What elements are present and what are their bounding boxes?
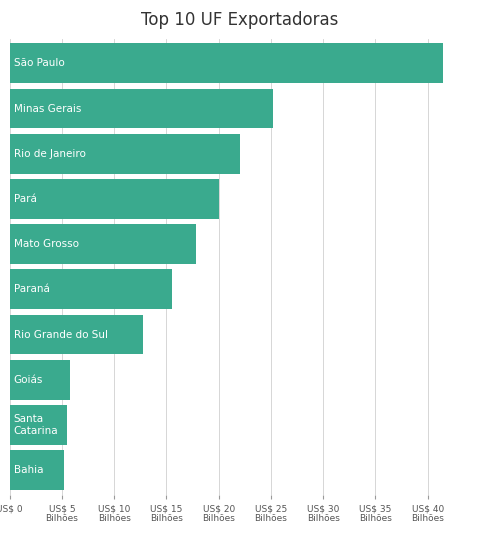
Text: Mato Grosso: Mato Grosso	[14, 239, 79, 249]
Text: Bahia: Bahia	[14, 465, 44, 475]
Bar	[10, 224, 196, 264]
Bar	[10, 179, 219, 219]
Text: Goiás: Goiás	[14, 375, 43, 385]
Text: Rio de Janeiro: Rio de Janeiro	[14, 148, 86, 159]
Bar	[10, 134, 240, 174]
Title: Top 10 UF Exportadoras: Top 10 UF Exportadoras	[141, 10, 338, 29]
Text: São Paulo: São Paulo	[14, 58, 64, 68]
Text: Minas Gerais: Minas Gerais	[14, 103, 81, 113]
Bar	[10, 360, 70, 400]
Bar	[10, 270, 172, 309]
Text: Pará: Pará	[14, 194, 37, 204]
Text: Santa
Catarina: Santa Catarina	[14, 414, 59, 436]
Bar	[10, 315, 143, 354]
Bar	[10, 405, 67, 445]
Bar	[10, 43, 443, 83]
Text: Rio Grande do Sul: Rio Grande do Sul	[14, 329, 108, 339]
Bar	[10, 450, 64, 490]
Text: Paraná: Paraná	[14, 284, 50, 294]
Bar	[10, 89, 273, 129]
